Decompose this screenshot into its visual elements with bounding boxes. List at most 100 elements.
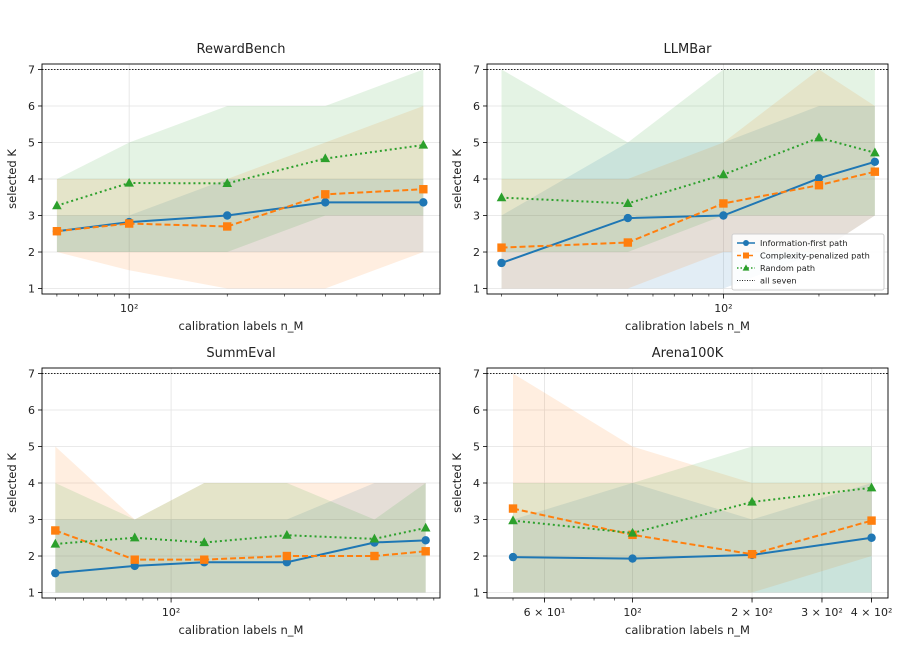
data-point[interactable] xyxy=(814,174,824,183)
data-point[interactable] xyxy=(222,178,233,187)
y-tick-label: 6 xyxy=(473,404,480,417)
data-point[interactable] xyxy=(419,185,428,194)
data-point[interactable] xyxy=(320,153,331,163)
data-point[interactable] xyxy=(719,199,728,208)
data-point[interactable] xyxy=(496,192,507,202)
y-tick-label: 4 xyxy=(28,477,35,490)
data-point[interactable] xyxy=(370,551,379,561)
data-point[interactable] xyxy=(814,132,824,142)
data-point[interactable] xyxy=(51,526,60,535)
y-tick-label: 1 xyxy=(28,587,35,600)
series-line-complexity-penalized-path xyxy=(56,188,424,233)
panel-title: SummEval xyxy=(206,346,275,361)
data-point[interactable] xyxy=(420,522,431,532)
y-tick-label: 2 xyxy=(28,550,35,563)
data-point[interactable] xyxy=(282,530,292,539)
x-axis-label: calibration labels n_M xyxy=(179,319,304,333)
series-line-random-path xyxy=(512,486,872,535)
data-point[interactable] xyxy=(223,222,232,231)
x-tick-label: 10² xyxy=(120,302,138,315)
data-point[interactable] xyxy=(50,538,61,548)
x-tick-label: 6 × 10¹ xyxy=(524,606,566,619)
data-point[interactable] xyxy=(369,533,380,543)
data-point[interactable] xyxy=(628,554,637,563)
data-point[interactable] xyxy=(623,198,633,208)
data-point[interactable] xyxy=(124,219,134,228)
data-point[interactable] xyxy=(51,568,60,578)
data-point[interactable] xyxy=(421,536,430,545)
legend-marker xyxy=(742,264,750,271)
data-point[interactable] xyxy=(814,181,824,190)
data-point[interactable] xyxy=(718,169,729,179)
data-point[interactable] xyxy=(282,551,292,561)
data-point[interactable] xyxy=(623,213,633,223)
panel-title: Arena100K xyxy=(652,346,724,361)
plot-area xyxy=(487,372,888,593)
legend-label: Information-first path xyxy=(760,238,848,248)
y-tick-label: 1 xyxy=(28,283,35,296)
data-point[interactable] xyxy=(124,177,134,187)
data-point[interactable] xyxy=(497,243,506,252)
x-axis-label: calibration labels n_M xyxy=(179,623,304,637)
x-tick-label: 2 × 10² xyxy=(731,606,773,619)
data-point[interactable] xyxy=(867,533,876,542)
data-point[interactable] xyxy=(200,555,209,564)
x-tick-label: 10² xyxy=(714,302,732,315)
data-point[interactable] xyxy=(508,515,518,525)
data-point[interactable] xyxy=(52,227,62,236)
x-tick-label: 3 × 10² xyxy=(801,606,843,619)
legend: Information-first path Complexity-penaliz… xyxy=(731,233,885,291)
x-axis-label: calibration labels n_M xyxy=(625,623,750,637)
series-line-information-first-path xyxy=(55,539,426,575)
band-random-path xyxy=(501,69,875,253)
data-point[interactable] xyxy=(321,198,330,207)
data-point[interactable] xyxy=(418,139,429,149)
y-tick-label: 4 xyxy=(473,477,480,490)
data-point[interactable] xyxy=(508,552,518,562)
data-point[interactable] xyxy=(129,532,140,542)
y-tick-label: 5 xyxy=(473,440,480,453)
data-point[interactable] xyxy=(223,211,232,220)
data-point[interactable] xyxy=(870,157,880,167)
band-complexity-penalized-path xyxy=(513,373,872,593)
panel-arena100k: 1 2 3 4 5 6 7 6 × 10¹ 10² 2 × 10² 3 × 10² 4 × 10² Ar… xyxy=(450,346,892,637)
y-tick-label: 6 xyxy=(28,404,35,417)
panel-title: RewardBench xyxy=(197,42,286,57)
data-point[interactable] xyxy=(866,482,877,492)
data-point[interactable] xyxy=(747,496,757,506)
data-point[interactable] xyxy=(623,238,633,247)
series-line-random-path xyxy=(56,144,424,207)
band-information-first-path xyxy=(513,483,872,593)
series-line-random-path xyxy=(55,526,426,545)
data-point[interactable] xyxy=(719,211,728,220)
y-tick-label: 6 xyxy=(473,100,480,113)
data-point[interactable] xyxy=(747,549,757,559)
band-complexity-penalized-path xyxy=(56,105,424,289)
legend-label: all seven xyxy=(760,276,797,286)
x-tick-label: 4 × 10² xyxy=(851,606,893,619)
data-point[interactable] xyxy=(627,527,638,537)
legend-label: Complexity-penalized path xyxy=(760,251,870,261)
data-point[interactable] xyxy=(421,547,430,556)
band-random-path xyxy=(513,446,872,593)
data-point[interactable] xyxy=(52,200,62,210)
data-point[interactable] xyxy=(870,147,880,157)
data-point[interactable] xyxy=(508,504,518,513)
y-tick-label: 7 xyxy=(28,367,35,380)
data-point[interactable] xyxy=(419,198,428,207)
y-tick-label: 2 xyxy=(473,246,480,259)
y-tick-label: 2 xyxy=(473,550,480,563)
data-point[interactable] xyxy=(867,516,876,525)
panel-summeval: 1 2 3 4 5 6 7 10² SummEval calibration labels n_M… xyxy=(5,346,441,637)
legend-box xyxy=(731,233,885,291)
y-tick-label: 1 xyxy=(473,283,480,296)
y-tick-label: 5 xyxy=(28,440,35,453)
y-tick-label: 4 xyxy=(473,173,480,186)
data-point[interactable] xyxy=(199,537,210,547)
data-point[interactable] xyxy=(870,167,880,176)
data-point[interactable] xyxy=(130,555,139,564)
data-point[interactable] xyxy=(321,190,330,199)
y-tick-label: 3 xyxy=(473,514,480,527)
data-point[interactable] xyxy=(497,258,506,268)
